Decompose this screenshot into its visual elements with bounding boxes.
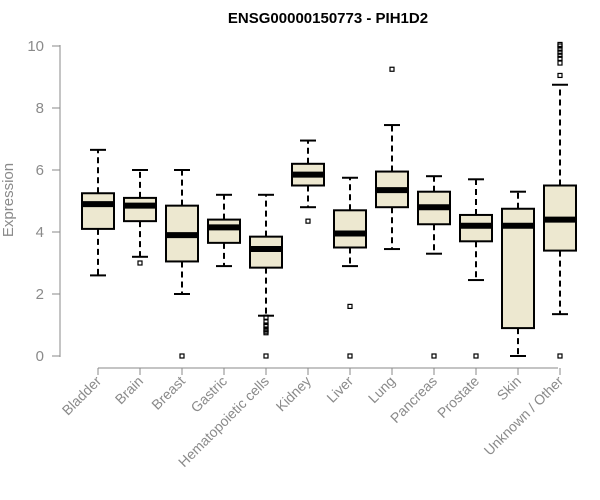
box-group: [291, 139, 325, 224]
boxes: [81, 41, 577, 359]
box-group: [249, 193, 283, 359]
box-iqr: [123, 196, 157, 223]
outlier-point: [389, 66, 395, 72]
y-tick-label: 8: [36, 100, 44, 117]
box-group: [501, 190, 535, 357]
outlier-point: [179, 353, 185, 359]
outlier-point: [431, 353, 437, 359]
outlier-point: [347, 353, 353, 359]
box-iqr: [81, 192, 115, 230]
x-tick-label: Liver: [323, 373, 356, 406]
outlier-point: [263, 319, 269, 325]
outlier-point: [557, 72, 563, 79]
x-tick-label: Lung: [365, 373, 398, 406]
outlier-point: [137, 260, 143, 266]
outlier-point: [263, 323, 269, 330]
y-tick-label: 0: [36, 348, 44, 365]
y-axis-label: Expression: [0, 163, 17, 237]
box-group: [165, 169, 199, 359]
outlier-point: [347, 303, 353, 309]
box-iqr: [249, 235, 283, 269]
y-ticks: 0 2 4 6 8 10: [27, 38, 60, 365]
x-tick-label: Brain: [112, 373, 146, 407]
y-tick-label: 10: [27, 38, 44, 55]
outlier-point: [263, 353, 269, 359]
outlier-point: [557, 52, 563, 58]
chart-title: ENSG00000150773 - PIH1D2: [228, 10, 428, 27]
box-iqr: [207, 218, 241, 244]
box-group: [459, 178, 493, 359]
outlier-point: [305, 218, 311, 224]
box-group: [333, 176, 367, 359]
x-tick-label: Skin: [494, 373, 525, 404]
x-tick-label: Kidney: [273, 373, 315, 415]
y-tick-label: 6: [36, 162, 44, 179]
box-group: [81, 148, 115, 277]
y-tick-label: 4: [36, 224, 44, 241]
outlier-point: [557, 46, 563, 52]
x-tick-label: Breast: [148, 373, 188, 413]
y-tick-label: 2: [36, 286, 44, 303]
box-group: [207, 193, 241, 268]
box-group: [543, 41, 577, 359]
box-iqr: [333, 209, 367, 249]
x-tick-label: Prostate: [434, 373, 482, 421]
outlier-point: [557, 41, 563, 48]
box-group: [375, 66, 409, 251]
x-tick-label: Bladder: [59, 373, 105, 419]
outlier-point: [557, 49, 563, 55]
outlier-point: [557, 55, 563, 62]
box-group: [417, 175, 451, 359]
x-tick-label: Pancreas: [387, 373, 440, 426]
outlier-point: [263, 314, 269, 320]
outlier-point: [473, 353, 479, 359]
outlier-point: [263, 330, 269, 336]
x-tick-label: Unknown / Other: [481, 373, 567, 459]
outlier-point: [557, 353, 563, 359]
outlier-point: [557, 60, 563, 66]
box-group: [123, 169, 157, 266]
